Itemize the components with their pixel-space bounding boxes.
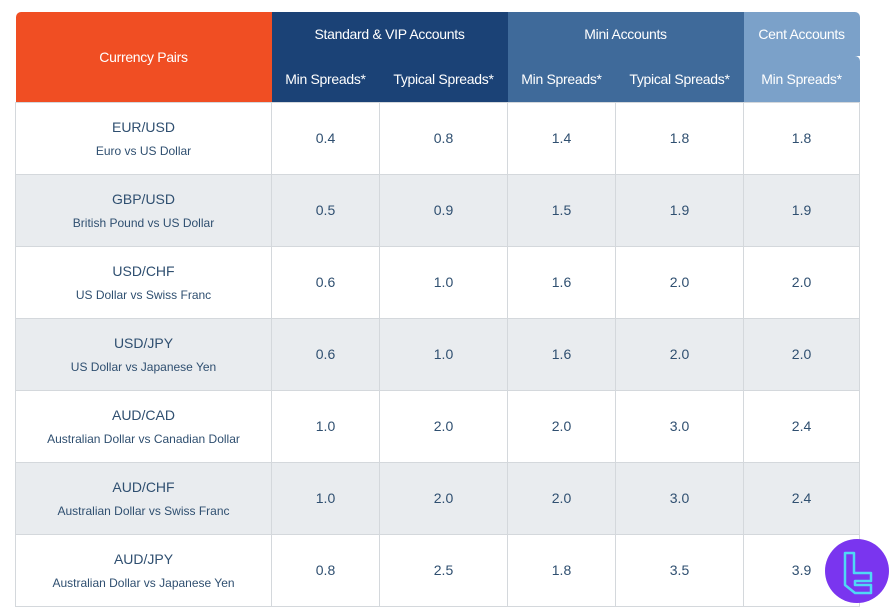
spread-value: 2.0	[614, 317, 745, 391]
spread-value: 2.0	[743, 317, 861, 391]
table-row: AUD/JPY Australian Dollar vs Japanese Yen…	[15, 533, 861, 607]
spread-value: 1.5	[507, 173, 616, 247]
spread-value: 1.0	[271, 389, 380, 463]
spread-value: 2.0	[379, 389, 508, 463]
pair-name: US Dollar vs Japanese Yen	[70, 359, 217, 374]
pair-name: US Dollar vs Swiss Franc	[75, 287, 212, 302]
spread-value: 1.0	[379, 245, 508, 319]
spread-value: 2.0	[614, 245, 745, 319]
pair-name: Euro vs US Dollar	[95, 143, 192, 158]
tradingfinder-logo-icon	[825, 539, 889, 603]
header-currency-pairs: Currency Pairs	[15, 12, 272, 102]
spreads-table-container: Currency Pairs Standard & VIP Accounts M…	[15, 12, 861, 607]
currency-pair-cell: AUD/CHF Australian Dollar vs Swiss Franc	[15, 461, 272, 535]
pair-code: USD/CHF	[112, 262, 175, 279]
pair-name: Australian Dollar vs Canadian Dollar	[47, 431, 240, 446]
spread-value: 1.0	[271, 461, 380, 535]
pair-name: Australian Dollar vs Swiss Franc	[57, 503, 230, 518]
table-row: AUD/CHF Australian Dollar vs Swiss Franc 1…	[15, 461, 861, 535]
spread-value: 2.4	[743, 461, 861, 535]
header-cent: Cent Accounts	[743, 12, 860, 56]
table-row: GBP/USD British Pound vs US Dollar 0.5 0.9 1…	[15, 173, 861, 247]
currency-pair-cell: EUR/USD Euro vs US Dollar	[15, 101, 272, 175]
spread-value: 1.0	[379, 317, 508, 391]
subheader-min-spreads: Min Spreads*	[743, 56, 860, 102]
spread-value: 0.8	[379, 101, 508, 175]
subheader-typical-spreads: Typical Spreads*	[379, 56, 508, 102]
spread-value: 3.0	[614, 461, 745, 535]
spread-value: 0.4	[271, 101, 380, 175]
spread-value: 3.0	[614, 389, 745, 463]
pair-code: EUR/USD	[111, 118, 175, 135]
subheader-typical-spreads: Typical Spreads*	[615, 56, 744, 102]
header-standard-vip: Standard & VIP Accounts	[271, 12, 508, 56]
pair-code: AUD/CAD	[111, 406, 175, 423]
spread-value: 1.9	[614, 173, 745, 247]
pair-code: AUD/CHF	[112, 478, 175, 495]
spread-value: 1.8	[614, 101, 745, 175]
spread-value: 1.9	[743, 173, 861, 247]
spread-value: 1.8	[507, 533, 616, 607]
currency-pair-cell: GBP/USD British Pound vs US Dollar	[15, 173, 272, 247]
currency-pair-cell: AUD/CAD Australian Dollar vs Canadian Dol…	[15, 389, 272, 463]
pair-code: USD/JPY	[113, 334, 174, 351]
spread-value: 0.6	[271, 245, 380, 319]
spread-value: 0.8	[271, 533, 380, 607]
spread-value: 1.8	[743, 101, 861, 175]
spread-value: 2.0	[379, 461, 508, 535]
currency-pair-cell: AUD/JPY Australian Dollar vs Japanese Yen	[15, 533, 272, 607]
spread-value: 1.4	[507, 101, 616, 175]
spread-value: 3.5	[614, 533, 745, 607]
table-row: USD/CHF US Dollar vs Swiss Franc 0.6 1.0 1.6…	[15, 245, 861, 319]
spread-value: 1.6	[507, 245, 616, 319]
subheader-min-spreads: Min Spreads*	[271, 56, 380, 102]
spread-value: 2.0	[507, 389, 616, 463]
spread-value: 2.0	[743, 245, 861, 319]
table-row: AUD/CAD Australian Dollar vs Canadian Dol…	[15, 389, 861, 463]
spreads-table: Currency Pairs Standard & VIP Accounts M…	[15, 12, 861, 607]
spread-value: 2.0	[507, 461, 616, 535]
spread-value: 2.4	[743, 389, 861, 463]
spread-value: 2.5	[379, 533, 508, 607]
spread-value: 0.6	[271, 317, 380, 391]
subheader-min-spreads: Min Spreads*	[507, 56, 616, 102]
pair-code: AUD/JPY	[113, 550, 174, 567]
pair-name: British Pound vs US Dollar	[72, 215, 215, 230]
pair-code: GBP/USD	[111, 190, 175, 207]
spread-value: 0.9	[379, 173, 508, 247]
header-mini: Mini Accounts	[507, 12, 744, 56]
currency-pair-cell: USD/CHF US Dollar vs Swiss Franc	[15, 245, 272, 319]
spread-value: 0.5	[271, 173, 380, 247]
pair-name: Australian Dollar vs Japanese Yen	[52, 575, 235, 590]
currency-pair-cell: USD/JPY US Dollar vs Japanese Yen	[15, 317, 272, 391]
spread-value: 1.6	[507, 317, 616, 391]
table-row: EUR/USD Euro vs US Dollar 0.4 0.8 1.4 1.8 1.8	[15, 101, 861, 175]
table-row: USD/JPY US Dollar vs Japanese Yen 0.6 1.0 1.…	[15, 317, 861, 391]
